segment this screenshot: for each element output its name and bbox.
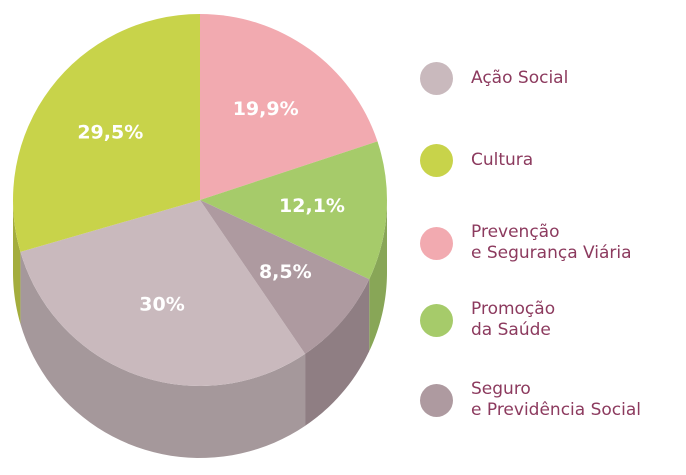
legend-item: Ação Social [420, 61, 569, 95]
legend-item: Promoção da Saúde [420, 299, 555, 341]
value-label: 29,5% [77, 121, 143, 143]
legend-swatch [420, 303, 453, 337]
value-label: 8,5% [259, 261, 312, 283]
legend-swatch [420, 143, 453, 177]
slice-side [305, 279, 370, 426]
legend-swatch [420, 226, 453, 260]
value-label: 30% [139, 294, 184, 316]
legend-label: Prevenção e Segurança Viária [471, 222, 632, 263]
slice [20, 200, 306, 387]
slice [200, 200, 370, 354]
legend-label: Ação Social [471, 67, 569, 88]
legend-label: Promoção da Saúde [471, 299, 556, 340]
legend-item: Prevenção e Segurança Viária [420, 222, 632, 264]
value-label: 12,1% [279, 195, 345, 217]
slice [200, 141, 388, 280]
value-label: 19,9% [233, 98, 299, 120]
slice [12, 14, 201, 252]
legend-swatch [420, 383, 453, 417]
legend-item: Cultura [420, 143, 534, 177]
legend-swatch [420, 61, 453, 95]
slice-side [13, 200, 21, 324]
legend-label: Cultura [471, 149, 534, 170]
slice-side [20, 251, 306, 458]
pie: 30% 29,5% 19,9% 12,1% 8,5% [12, 14, 388, 458]
legend-item: Seguro e Previdência Social [420, 379, 641, 421]
slice [200, 14, 378, 200]
legend-label: Seguro e Previdência Social [471, 379, 641, 420]
slice-side [369, 200, 387, 352]
